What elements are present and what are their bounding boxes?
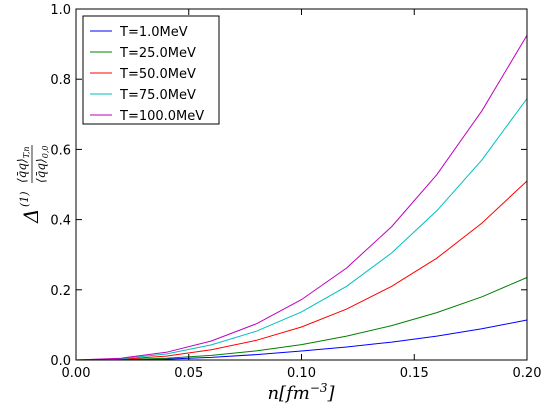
- series-line-5: [75, 35, 528, 361]
- y-tick-label: 0.8: [50, 73, 71, 88]
- legend-label-3: T=50.0MeV: [119, 67, 196, 82]
- legend-label-5: T=100.0MeV: [119, 109, 204, 124]
- y-tick-label: 0.2: [50, 284, 71, 299]
- y-tick-label: 1.0: [50, 3, 71, 18]
- series-line-3: [75, 180, 528, 361]
- legend-label-2: T=25.0MeV: [119, 46, 196, 61]
- series-line-1: [75, 319, 528, 361]
- legend-label-4: T=75.0MeV: [119, 88, 196, 103]
- series-line-2: [75, 277, 528, 361]
- x-tick-label: 0.00: [62, 366, 91, 381]
- x-tick-label: 0.05: [174, 366, 203, 381]
- series-layer: [75, 35, 528, 361]
- legend-label-1: T=1.0MeV: [119, 25, 188, 40]
- svg-text:(1): (1): [18, 191, 31, 207]
- x-tick-label: 0.10: [287, 366, 316, 381]
- svg-text:Δ: Δ: [19, 209, 43, 224]
- legend: T=1.0MeV T=25.0MeV T=50.0MeV T=75.0MeV T=100…: [82, 15, 220, 125]
- y-tick-label: 0.0: [50, 354, 71, 369]
- y-tick-label: 0.4: [50, 214, 71, 229]
- legend-box: [82, 15, 220, 125]
- x-tick-label: 0.20: [513, 366, 542, 381]
- x-tick-label: 0.15: [400, 366, 429, 381]
- series-line-4: [75, 98, 528, 361]
- tick-layer: 0.00 0.05 0.10 0.15 0.20 0.0 0.2 0.4 0.6 0.8 1.0: [50, 3, 541, 381]
- y-tick-label: 0.6: [50, 143, 71, 158]
